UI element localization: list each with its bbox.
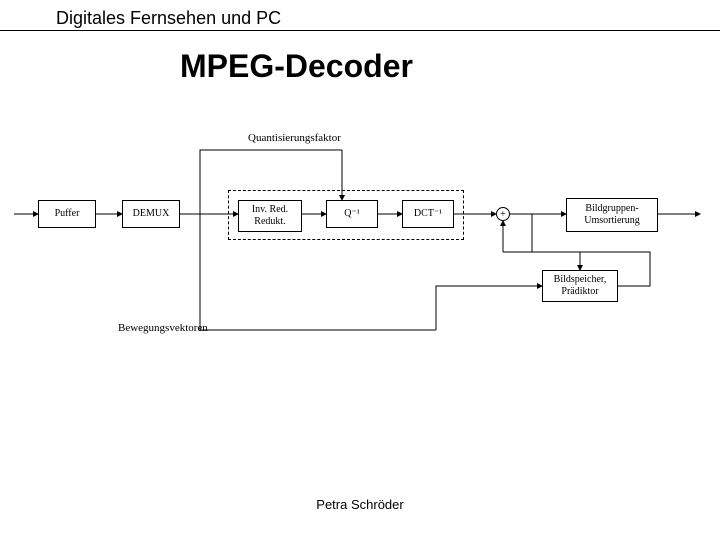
node-dctinv: DCT⁻¹: [402, 200, 454, 228]
node-qinv: Q⁻¹: [326, 200, 378, 228]
mpeg-decoder-diagram: Puffer DEMUX Inv. Red. Redukt. Q⁻¹ DCT⁻¹ Bild…: [10, 120, 710, 360]
diagram-wires: [10, 120, 710, 360]
diagram-label-0: Quantisierungsfaktor: [248, 132, 341, 144]
header-text: Digitales Fernsehen und PC: [56, 8, 281, 29]
page-title: MPEG-Decoder: [180, 48, 413, 85]
node-bildgrp: Bildgruppen-Umsortierung: [566, 198, 658, 232]
header-rule: [0, 30, 720, 31]
node-invred: Inv. Red. Redukt.: [238, 200, 302, 232]
node-puffer: Puffer: [38, 200, 96, 228]
diagram-label-1: Bewegungsvektoren: [118, 322, 208, 334]
node-praed: Bildspeicher, Prädiktor: [542, 270, 618, 302]
sum-node: +: [496, 207, 510, 221]
node-demux: DEMUX: [122, 200, 180, 228]
footer-author: Petra Schröder: [0, 497, 720, 512]
